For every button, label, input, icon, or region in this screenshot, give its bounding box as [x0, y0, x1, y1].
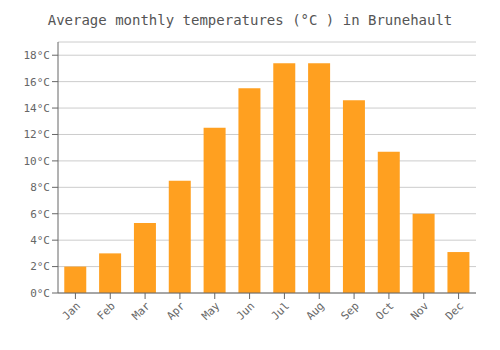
svg-text:Jul: Jul — [269, 299, 292, 322]
svg-text:Dec: Dec — [443, 299, 466, 322]
svg-text:12°C: 12°C — [24, 128, 51, 141]
svg-text:8°C: 8°C — [30, 181, 50, 194]
svg-text:Apr: Apr — [164, 299, 188, 323]
svg-text:Jun: Jun — [234, 299, 257, 322]
svg-text:Feb: Feb — [95, 299, 118, 322]
svg-text:Nov: Nov — [408, 299, 432, 323]
svg-text:10°C: 10°C — [24, 155, 51, 168]
svg-text:Aug: Aug — [304, 299, 327, 322]
svg-text:4°C: 4°C — [30, 234, 50, 247]
svg-text:16°C: 16°C — [24, 76, 51, 89]
svg-text:6°C: 6°C — [30, 208, 50, 221]
svg-text:18°C: 18°C — [24, 49, 51, 62]
svg-text:14°C: 14°C — [24, 102, 51, 115]
html-text:Average monthly temperatures (: Average monthly temperatures (°C ) in Br… — [47, 12, 453, 28]
svg-text:Jan: Jan — [60, 299, 83, 322]
svg-text:May: May — [199, 299, 223, 323]
svg-text:Mar: Mar — [129, 299, 153, 323]
svg-text:Oct: Oct — [373, 299, 396, 322]
svg-text:Sep: Sep — [338, 299, 361, 322]
svg-text:2°C: 2°C — [30, 260, 50, 273]
svg-text:0°C: 0°C — [30, 287, 50, 300]
